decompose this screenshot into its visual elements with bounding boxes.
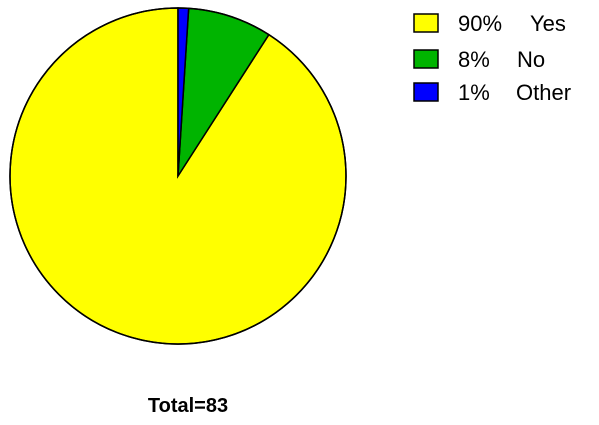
legend-label-no: No [517,47,545,72]
legend-swatch-other [413,82,439,102]
legend-label-other: Other [516,80,571,105]
legend-percent-yes: 90% [458,11,502,36]
legend-item-no: 8% No [413,47,545,72]
legend: 90% Yes 8% No 1% Other [413,11,571,105]
total-annotation: Total=83 [148,395,228,417]
legend-swatch-no [413,49,439,69]
legend-percent-other: 1% [458,80,490,105]
legend-item-other: 1% Other [413,80,571,105]
legend-percent-no: 8% [458,47,490,72]
pie-slices [9,7,347,345]
pie-outline [9,7,347,345]
legend-label-yes: Yes [530,11,566,36]
legend-swatch-yes [413,13,439,33]
legend-item-yes: 90% Yes [413,11,566,36]
